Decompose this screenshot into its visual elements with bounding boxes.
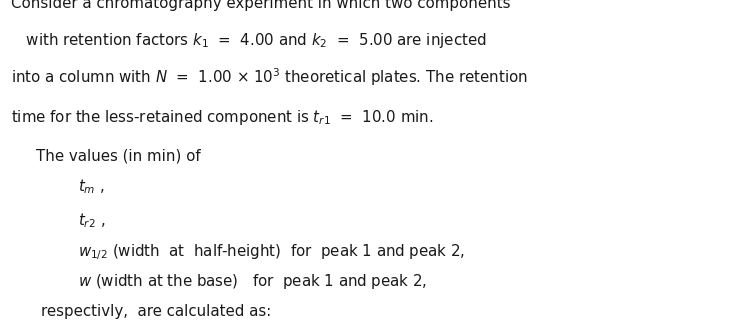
Text: into a column with $N$  =  1.00 × 10$^3$ theoretical plates. The retention: into a column with $N$ = 1.00 × 10$^3$ t… [11, 66, 528, 88]
Text: Consider a chromatography experiment in which two components: Consider a chromatography experiment in … [11, 0, 511, 11]
Text: time for the less-retained component is $t_{r1}$  =  10.0 min.: time for the less-retained component is … [11, 108, 434, 127]
Text: with retention factors $k_1$  =  4.00 and $k_2$  =  5.00 are injected: with retention factors $k_1$ = 4.00 and … [21, 31, 486, 50]
Text: $t_{r2}$ ,: $t_{r2}$ , [78, 211, 105, 230]
Text: $w_{1/2}$ (width  at  half-height)  for  peak 1 and peak 2,: $w_{1/2}$ (width at half-height) for pea… [78, 242, 465, 262]
Text: respectivly,  are calculated as:: respectivly, are calculated as: [41, 304, 271, 319]
Text: $t_m$ ,: $t_m$ , [78, 177, 104, 196]
Text: The values (in min) of: The values (in min) of [36, 149, 201, 164]
Text: $w$ (width at the base)   for  peak 1 and peak 2,: $w$ (width at the base) for peak 1 and p… [78, 272, 427, 291]
